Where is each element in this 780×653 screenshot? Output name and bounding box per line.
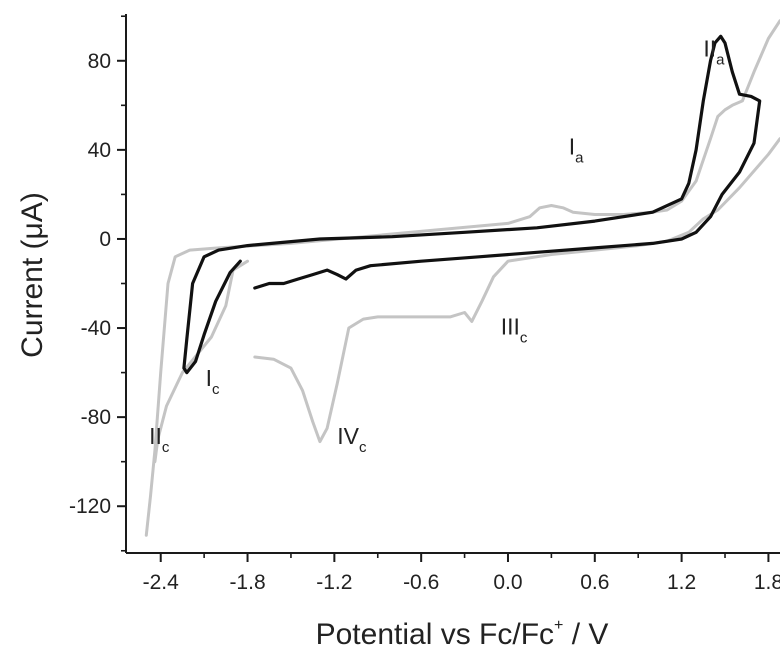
peak-label: IIIc xyxy=(501,314,528,347)
y-tick-label: -80 xyxy=(81,406,111,429)
x-axis-title-main: Potential vs Fc/Fc xyxy=(316,618,554,651)
peak-label: Ia xyxy=(569,133,584,166)
x-tick-label: -1.2 xyxy=(316,571,352,594)
peak-label: IIc xyxy=(149,423,170,456)
y-tick-label: 40 xyxy=(88,139,111,162)
y-ticks: 80 40 0 -40 -80 -120 xyxy=(69,15,126,552)
x-tick-label: -1.8 xyxy=(229,571,265,594)
y-tick-label: 0 xyxy=(99,228,111,251)
curves xyxy=(144,19,780,537)
peak-label: IIa xyxy=(703,35,725,68)
y-tick-label: 80 xyxy=(88,50,111,73)
cv-curve-4 xyxy=(182,34,762,375)
cv-curve-1 xyxy=(253,137,780,444)
y-tick-label: -120 xyxy=(69,495,111,518)
x-axis-title-tail: / V xyxy=(563,618,608,651)
x-axis-title: Potential vs Fc/Fc+ / V xyxy=(316,617,609,651)
x-tick-label: 1.2 xyxy=(667,571,696,594)
y-axis-title: Current (μA) xyxy=(16,192,49,358)
y-tick-label: -40 xyxy=(81,317,111,340)
x-tick-label: 0.6 xyxy=(580,571,609,594)
x-tick-label: 0.0 xyxy=(493,571,522,594)
peak-label: Ic xyxy=(206,365,220,398)
x-axis-title-sup: + xyxy=(554,617,563,634)
x-tick-label: -2.4 xyxy=(143,571,180,594)
x-tick-label: -0.6 xyxy=(403,571,439,594)
x-tick-label: 1.8 xyxy=(754,571,780,594)
axes: -2.4 -1.8 -1.2 -0.6 0.0 0.6 1.2 1.8 80 40 0 -40 -80… xyxy=(69,14,780,594)
x-ticks: -2.4 -1.8 -1.2 -0.6 0.0 0.6 1.2 1.8 xyxy=(143,553,780,594)
cv-curve-2 xyxy=(144,19,780,537)
peak-labels: IIa Ia IIIc Ic IIc IVc xyxy=(149,35,725,456)
peak-label: IVc xyxy=(337,423,367,456)
